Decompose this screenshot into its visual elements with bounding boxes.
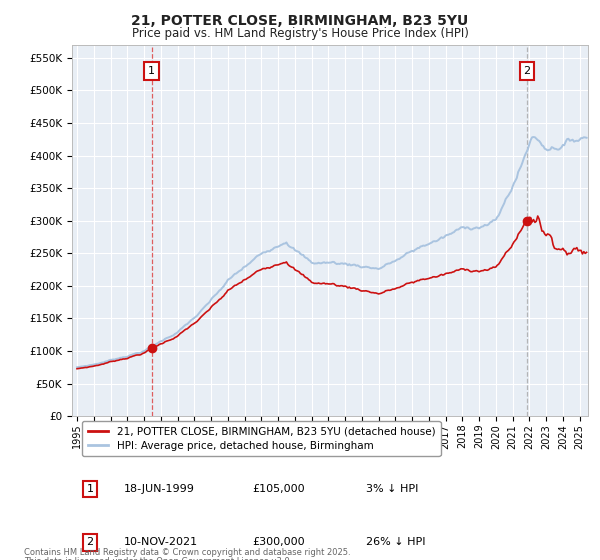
Text: 26% ↓ HPI: 26% ↓ HPI bbox=[366, 537, 425, 547]
Text: Price paid vs. HM Land Registry's House Price Index (HPI): Price paid vs. HM Land Registry's House … bbox=[131, 27, 469, 40]
Text: 10-NOV-2021: 10-NOV-2021 bbox=[124, 537, 198, 547]
Text: 18-JUN-1999: 18-JUN-1999 bbox=[124, 484, 194, 494]
Legend: 21, POTTER CLOSE, BIRMINGHAM, B23 5YU (detached house), HPI: Average price, deta: 21, POTTER CLOSE, BIRMINGHAM, B23 5YU (d… bbox=[82, 421, 440, 456]
Text: £300,000: £300,000 bbox=[253, 537, 305, 547]
Text: 3% ↓ HPI: 3% ↓ HPI bbox=[366, 484, 418, 494]
Text: This data is licensed under the Open Government Licence v3.0.: This data is licensed under the Open Gov… bbox=[24, 557, 292, 560]
Text: 1: 1 bbox=[148, 66, 155, 76]
Text: 21, POTTER CLOSE, BIRMINGHAM, B23 5YU: 21, POTTER CLOSE, BIRMINGHAM, B23 5YU bbox=[131, 14, 469, 28]
Text: 1: 1 bbox=[86, 484, 94, 494]
Text: 2: 2 bbox=[523, 66, 530, 76]
Text: 2: 2 bbox=[86, 537, 94, 547]
Text: Contains HM Land Registry data © Crown copyright and database right 2025.: Contains HM Land Registry data © Crown c… bbox=[24, 548, 350, 557]
Text: £105,000: £105,000 bbox=[253, 484, 305, 494]
